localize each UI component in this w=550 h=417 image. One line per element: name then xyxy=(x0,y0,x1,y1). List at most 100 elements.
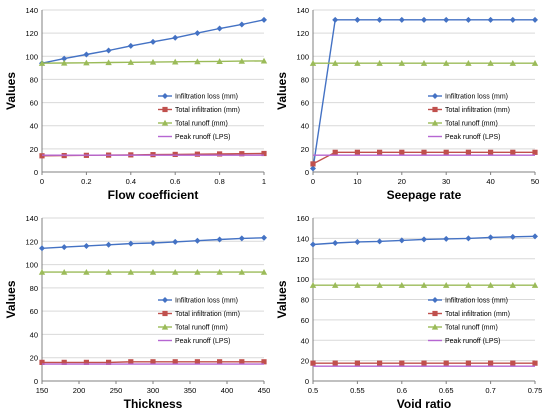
data-point xyxy=(399,149,405,155)
data-point xyxy=(83,59,90,66)
data-point xyxy=(465,149,471,155)
data-point xyxy=(398,16,405,23)
data-point xyxy=(332,360,338,366)
legend-marker xyxy=(431,323,439,330)
data-point xyxy=(443,235,450,242)
x-tick-label: 250 xyxy=(110,386,123,395)
data-point xyxy=(150,38,156,45)
data-point xyxy=(510,360,516,366)
legend-label: Total runoff (mm) xyxy=(445,325,498,332)
data-point xyxy=(172,58,179,65)
x-tick-label: 1 xyxy=(262,177,266,186)
data-point xyxy=(261,16,267,23)
data-point xyxy=(532,233,538,240)
legend-marker xyxy=(161,119,169,126)
data-point xyxy=(354,16,361,23)
y-tick-label: 60 xyxy=(301,99,309,108)
data-point xyxy=(149,58,157,65)
data-point xyxy=(217,359,223,365)
data-point xyxy=(260,57,268,64)
data-point xyxy=(531,282,539,288)
chart-panel-3: 0 20 40 60 80 100 120 140 150 200 250 300 350 400 450 T… xyxy=(4,214,270,411)
y-tick-label: 140 xyxy=(25,214,38,223)
data-point xyxy=(465,60,472,66)
data-point xyxy=(532,360,538,366)
data-point xyxy=(376,282,383,288)
data-point xyxy=(38,268,46,275)
data-point xyxy=(509,60,516,66)
y-tick-label: 80 xyxy=(30,75,38,84)
y-tick-label: 0 xyxy=(34,168,38,177)
x-tick-label: 150 xyxy=(36,386,49,395)
y-tick-label: 0 xyxy=(305,168,309,177)
data-point xyxy=(376,60,383,66)
data-point xyxy=(105,268,112,275)
data-point xyxy=(531,60,539,66)
y-tick-label: 40 xyxy=(30,122,38,131)
data-point xyxy=(509,233,516,240)
legend-label: Infiltration loss (mm) xyxy=(175,94,238,101)
data-point xyxy=(149,268,157,275)
data-point xyxy=(83,359,89,365)
legend-label: Total infiltration (mm) xyxy=(175,107,240,114)
y-tick-label: 140 xyxy=(296,6,309,15)
legend-label: Total runoff (mm) xyxy=(175,121,228,128)
x-axis-label: Seepage rate xyxy=(387,188,462,202)
x-tick-label: 0.6 xyxy=(170,177,180,186)
data-point xyxy=(127,42,134,49)
data-point xyxy=(261,150,267,157)
data-point xyxy=(83,268,90,275)
y-tick-label: 40 xyxy=(301,336,309,345)
legend-marker xyxy=(432,106,438,113)
data-point xyxy=(61,59,68,66)
chart-panel-2: 0 20 40 60 80 100 120 140 0 10 20 30 40 50 Seepage rat… xyxy=(275,6,539,202)
legend-label: Infiltration loss (mm) xyxy=(175,298,238,305)
data-point xyxy=(487,16,494,23)
x-tick-label: 0.7 xyxy=(485,386,495,395)
data-point xyxy=(239,359,245,365)
y-tick-label: 40 xyxy=(30,330,38,339)
data-point xyxy=(377,149,383,155)
y-tick-label: 80 xyxy=(30,284,38,293)
data-point xyxy=(238,57,245,64)
data-point xyxy=(105,241,112,248)
data-point xyxy=(487,282,494,288)
y-tick-label: 0 xyxy=(305,377,309,386)
data-point xyxy=(532,149,538,155)
data-point xyxy=(172,238,179,245)
legend-marker xyxy=(162,106,168,113)
y-tick-label: 60 xyxy=(301,316,309,325)
data-point xyxy=(532,16,538,23)
data-point xyxy=(443,16,450,23)
data-point xyxy=(354,282,361,288)
data-point xyxy=(216,268,223,275)
data-point xyxy=(194,268,201,275)
x-axis-label: Void ratio xyxy=(397,397,451,411)
legend-marker xyxy=(161,323,169,330)
data-point xyxy=(488,149,494,155)
data-point xyxy=(332,282,339,288)
x-tick-label: 20 xyxy=(398,177,406,186)
data-point xyxy=(172,359,178,365)
legend-label: Peak runoff (LPS) xyxy=(175,134,231,141)
data-point xyxy=(216,236,223,243)
legend-label: Total infiltration (mm) xyxy=(445,311,510,318)
data-point xyxy=(238,235,245,242)
data-point xyxy=(83,242,90,249)
data-point xyxy=(127,240,134,247)
data-point xyxy=(61,244,68,251)
y-tick-label: 140 xyxy=(25,6,38,15)
data-point xyxy=(310,161,316,167)
x-tick-label: 10 xyxy=(353,177,361,186)
legend-label: Peak runoff (LPS) xyxy=(445,134,501,141)
y-tick-label: 20 xyxy=(301,357,309,366)
data-point xyxy=(509,16,516,23)
data-point xyxy=(38,60,46,66)
y-tick-label: 20 xyxy=(301,145,309,154)
x-tick-label: 0.75 xyxy=(528,386,543,395)
y-tick-label: 20 xyxy=(30,354,38,363)
y-tick-label: 120 xyxy=(296,29,309,38)
data-point xyxy=(172,151,178,158)
